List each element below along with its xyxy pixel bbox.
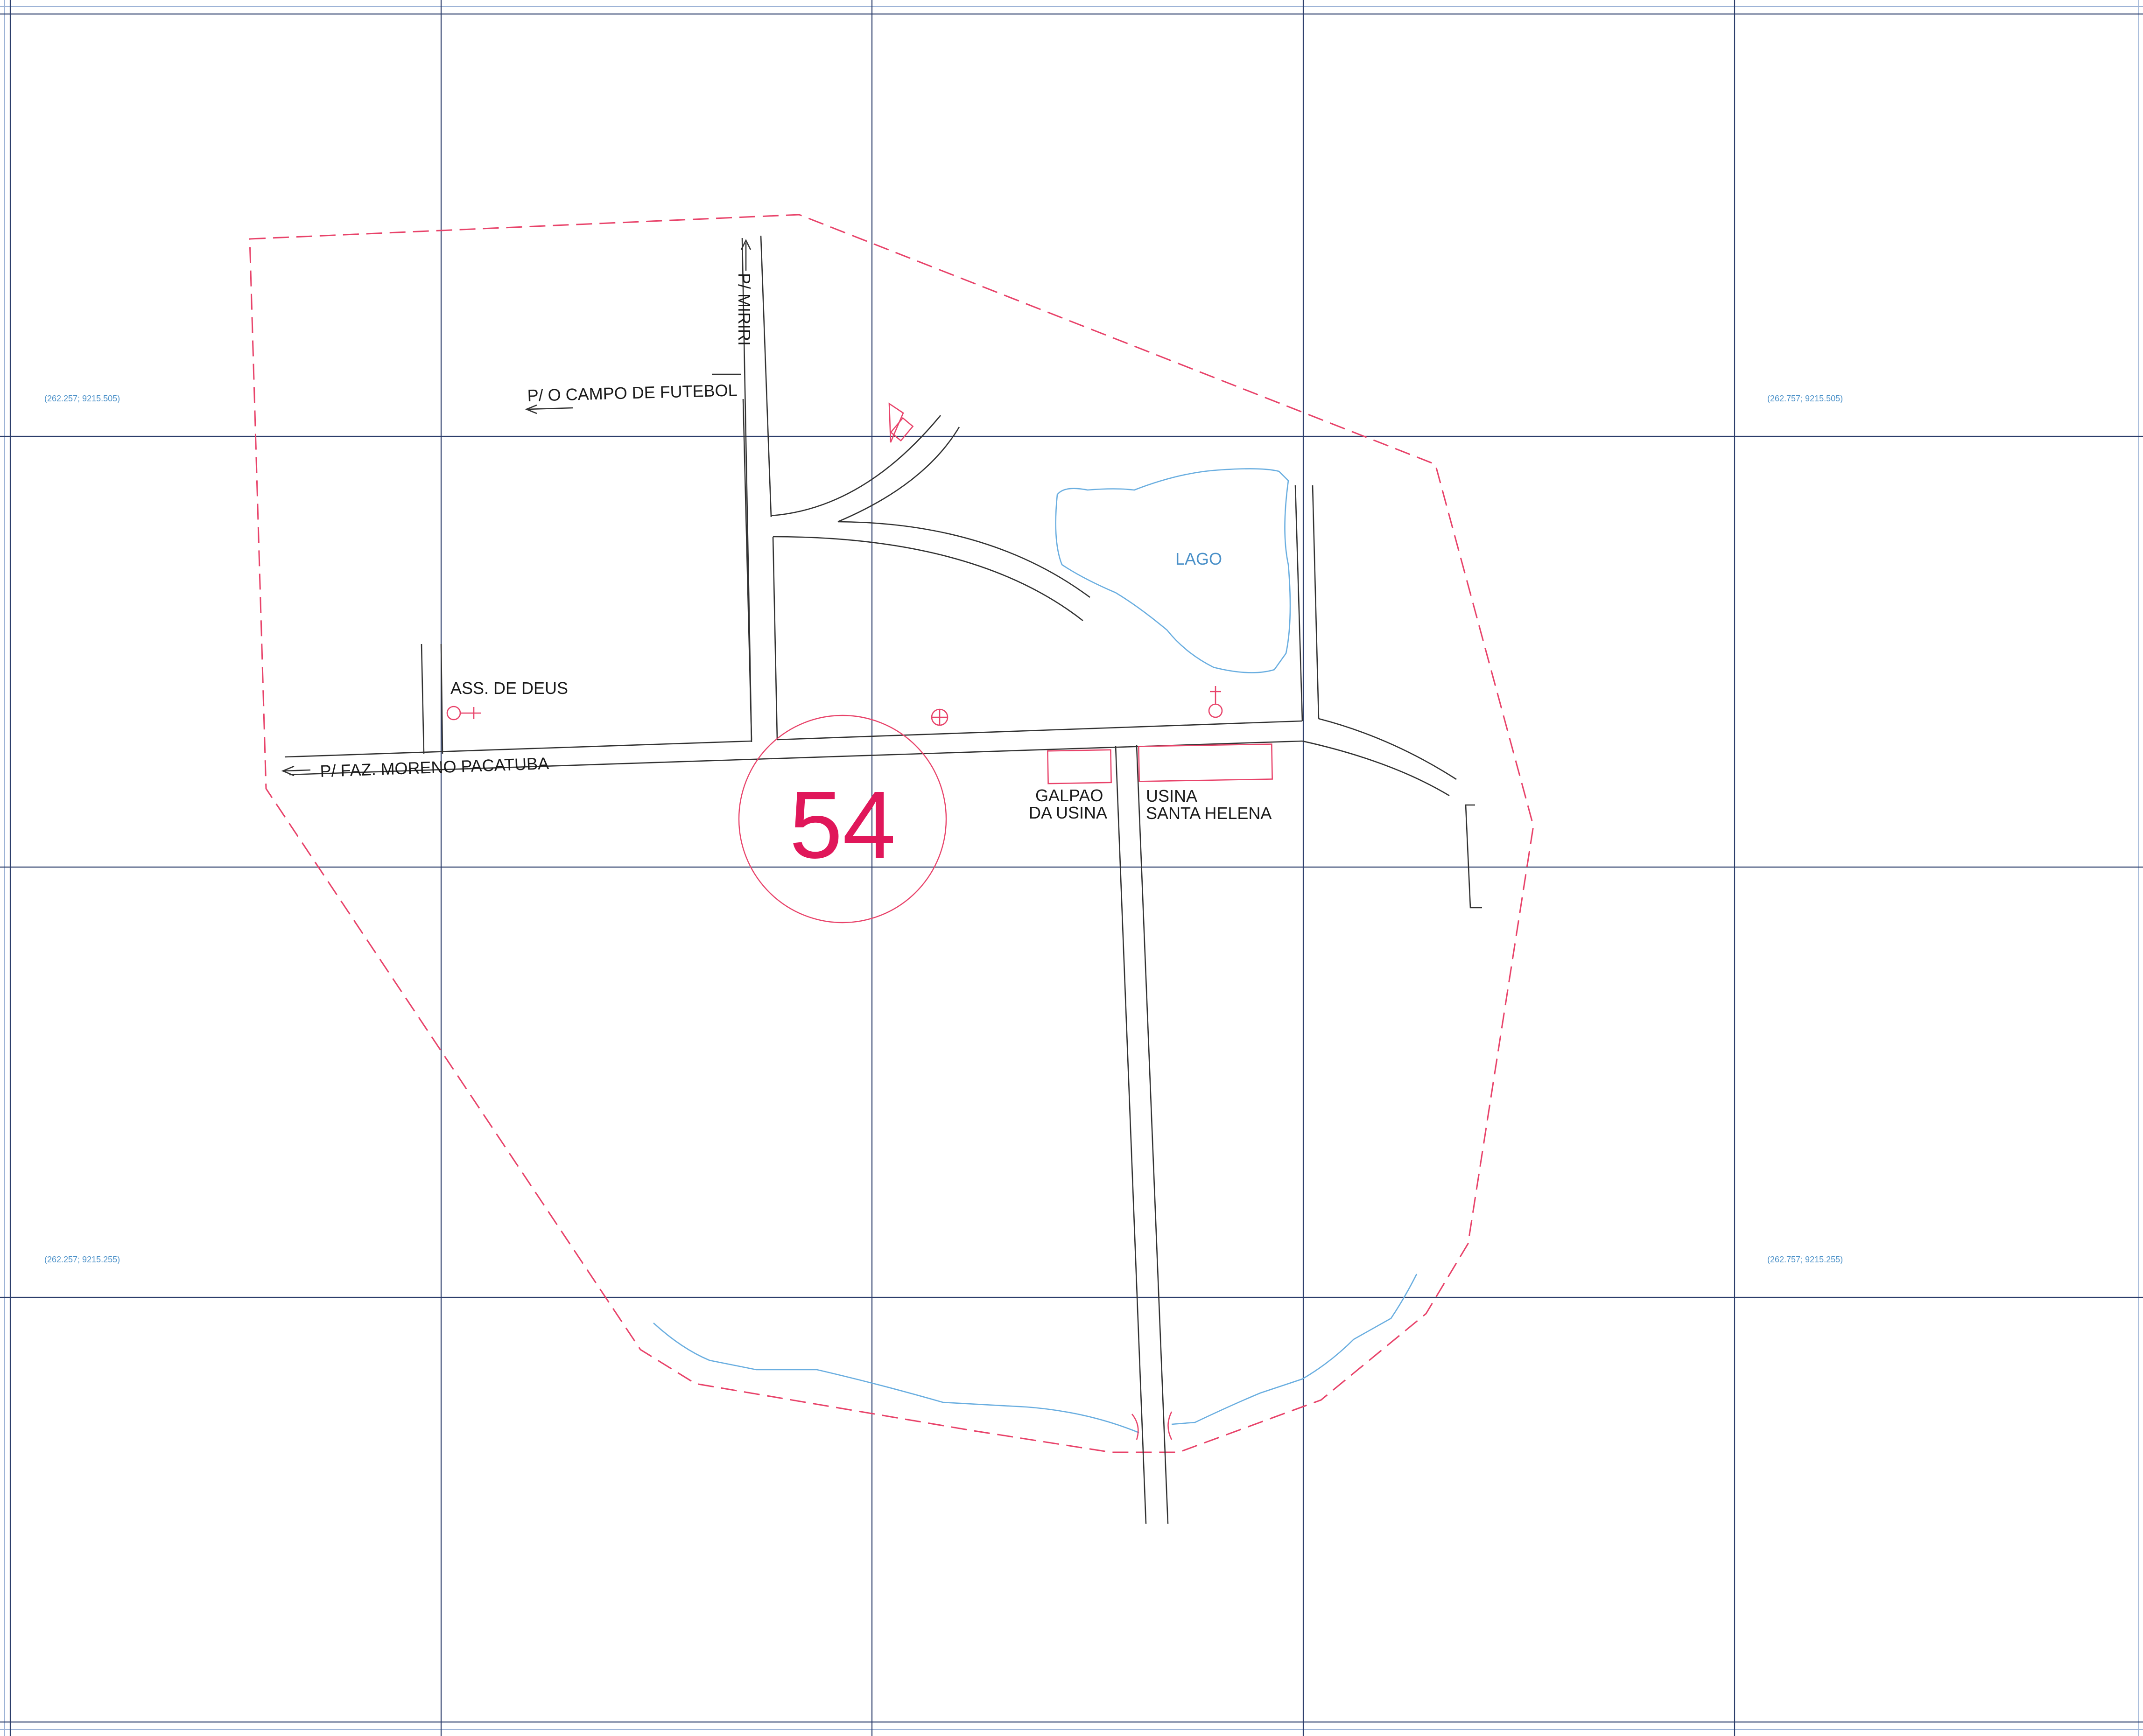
sector-number: 54 [789, 771, 896, 878]
bridge-right [1167, 1411, 1173, 1440]
coord-bottom-right: (262.757; 9215.255) [1767, 1255, 1843, 1264]
road-label-campo: P/ O CAMPO DE FUTEBOL [527, 380, 738, 405]
sector-boundary [249, 214, 1534, 1453]
landmark-circle-cross-icon [931, 708, 949, 726]
coord-top-left: (262.257; 9215.505) [44, 394, 120, 403]
usina-label-line2: SANTA HELENA [1146, 804, 1272, 823]
stream-southwest [653, 1323, 1139, 1434]
tower-symbol-icon [888, 402, 914, 443]
arrow-west-faz-icon [281, 765, 311, 777]
arrow-north-icon [740, 239, 752, 271]
coord-top-right: (262.757; 9215.505) [1767, 394, 1843, 403]
church-symbol-icon [446, 706, 481, 721]
arrow-west-campo-icon [525, 404, 574, 414]
lake-label: LAGO [1175, 549, 1222, 568]
bridge-left [1131, 1414, 1139, 1440]
coord-bottom-left: (262.257; 9215.255) [44, 1255, 120, 1264]
stream-southeast [1171, 1274, 1418, 1425]
usina-building [1138, 743, 1273, 782]
galpao-label-line1: GALPAO [1035, 786, 1103, 805]
galpao-building [1047, 749, 1112, 784]
road-label-miriri: P/ MIRIRI [735, 273, 754, 346]
sector-number-circle [738, 714, 947, 924]
road-network [284, 235, 1482, 1524]
road-label-faz: P/ FAZ. MORENO PACATUBA [320, 754, 549, 781]
cemetery-symbol-icon [1208, 686, 1223, 718]
church-label: ASS. DE DEUS [450, 679, 568, 698]
usina-label-line1: USINA [1146, 786, 1197, 805]
galpao-label-line2: DA USINA [1029, 803, 1107, 822]
lake-outline [1055, 468, 1291, 673]
